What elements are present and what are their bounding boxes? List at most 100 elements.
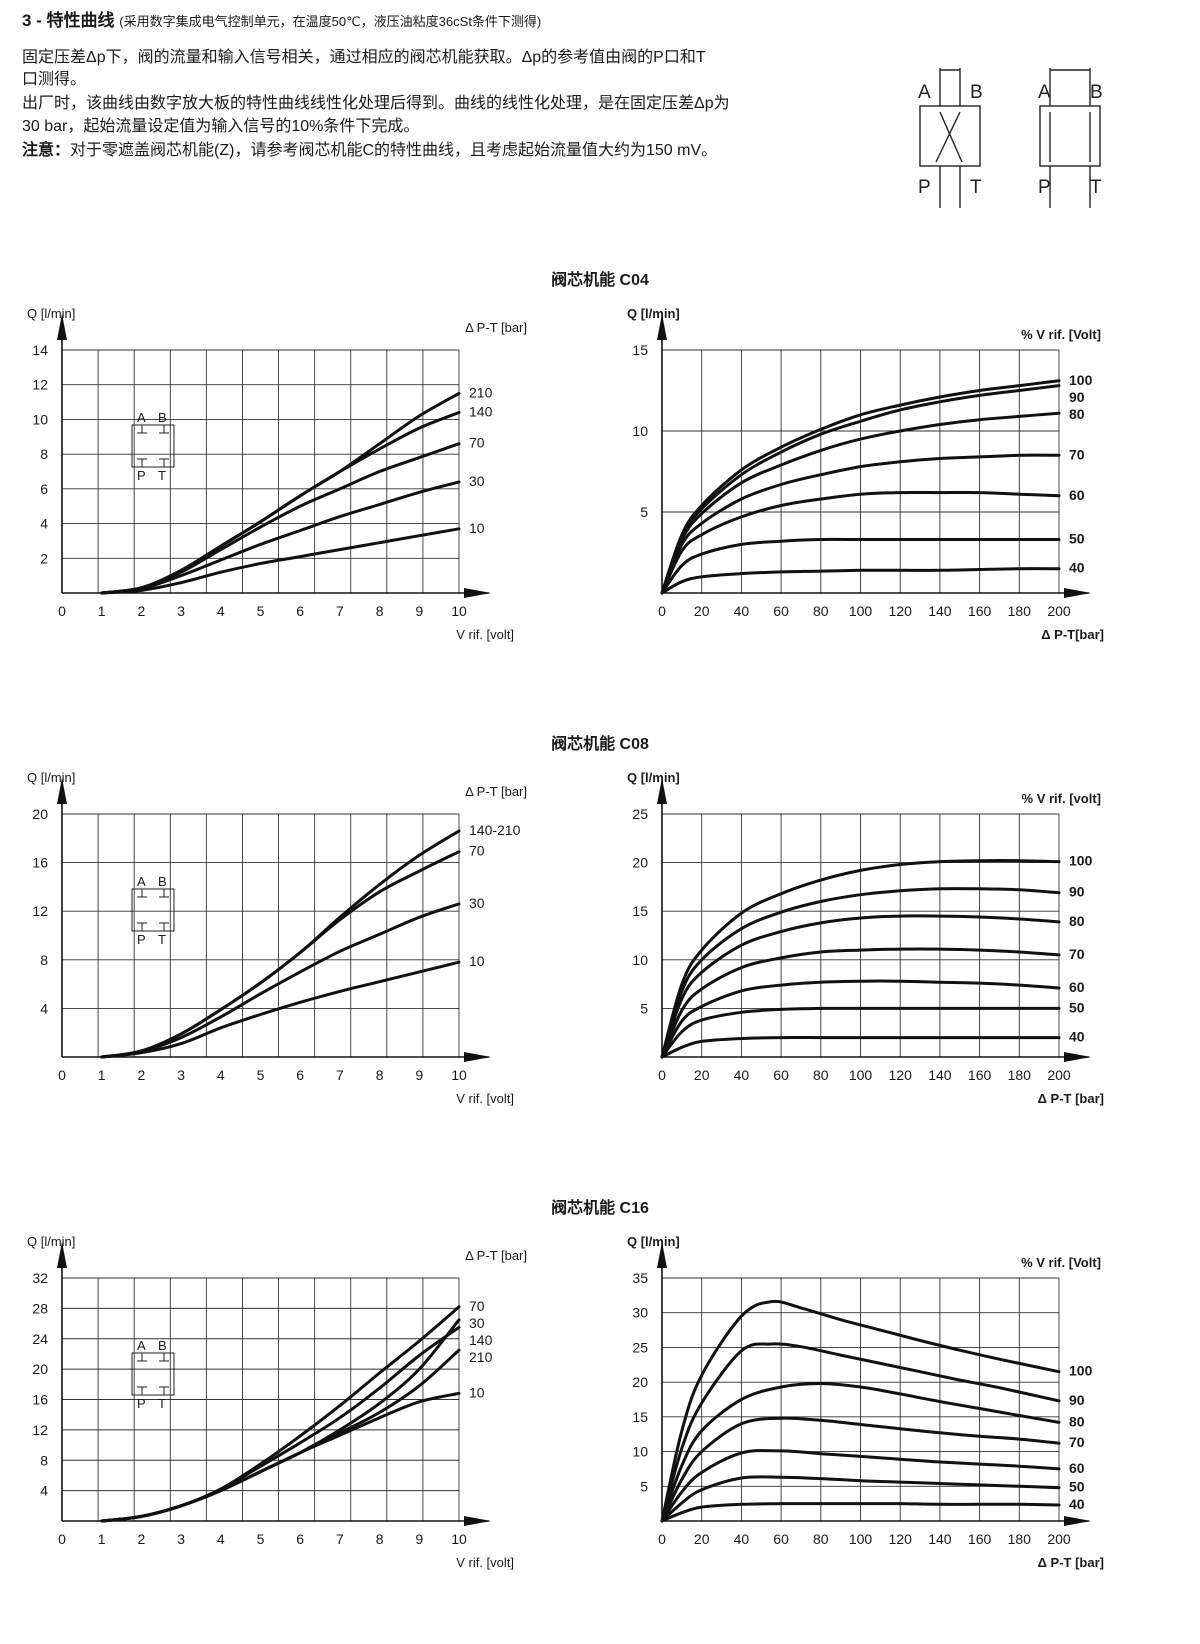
x-tick-label: 0 — [658, 1067, 666, 1083]
intro-line-5: 注意：对于零遮盖阀芯机能(Z)，请参考阀芯机能C的特性曲线，且考虑起始流量值大约… — [22, 140, 717, 162]
series-label: 90 — [1069, 884, 1085, 900]
legend-title: % V rif. [Volt] — [1021, 1255, 1101, 1270]
valve-symbols: A B P T A B P T — [918, 68, 1103, 208]
symbol-label-p: P — [137, 1396, 146, 1411]
y-axis-label: Q [l/min] — [627, 306, 680, 321]
series-label: 10 — [469, 520, 485, 536]
y-tick-label: 20 — [32, 806, 48, 822]
y-tick-label: 8 — [40, 952, 48, 968]
series-line — [660, 1006, 1061, 1059]
y-tick-label: 30 — [632, 1305, 648, 1321]
series-line — [660, 453, 1061, 595]
series-label: 70 — [469, 843, 485, 859]
symbol-box — [131, 1352, 175, 1396]
note-text: 对于零遮盖阀芯机能(Z)，请参考阀芯机能C的特性曲线，且考虑起始流量值大约为15… — [70, 142, 718, 159]
series-line — [660, 1381, 1061, 1523]
x-axis-arrow — [464, 1052, 491, 1062]
x-tick-label: 0 — [58, 1531, 66, 1547]
series-label: 50 — [1069, 999, 1085, 1015]
y-axis-label: Q [l/min] — [27, 770, 75, 785]
series-line — [100, 527, 461, 595]
port-label-p: P — [918, 177, 931, 198]
series-line — [660, 1475, 1061, 1523]
series-line — [660, 914, 1061, 1059]
series-line — [660, 1342, 1061, 1523]
series-label: 90 — [1069, 389, 1085, 405]
series-line — [100, 480, 461, 595]
x-tick-label: 140 — [928, 1531, 952, 1547]
chart-grid — [662, 349, 1060, 593]
chart-grid — [62, 1277, 460, 1521]
series-line — [660, 1416, 1061, 1523]
series-label: 80 — [1069, 406, 1085, 422]
y-axis-arrow — [657, 314, 667, 340]
series-label: 10 — [469, 953, 485, 969]
series-line — [660, 979, 1061, 1059]
valve-symbol-parallel — [1039, 68, 1101, 208]
x-tick-label: 4 — [217, 1531, 225, 1547]
series-label: 50 — [1069, 1479, 1085, 1495]
y-axis-label: Q [l/min] — [27, 306, 75, 321]
chart-c08-flow-vs-pressure: 5 10 15 20 25 0 20 40 60 80 100 120 140 160 180 200 Q [l… — [627, 770, 1104, 1106]
x-axis-label: V rif. [volt] — [456, 1091, 514, 1106]
y-tick-label: 20 — [632, 855, 648, 871]
y-tick-label: 5 — [640, 1478, 648, 1494]
x-tick-label: 60 — [773, 603, 789, 619]
y-axis-label: Q [l/min] — [27, 1234, 75, 1249]
port-label-p: P — [1038, 177, 1051, 198]
series-line — [660, 1299, 1061, 1523]
port-label-b: B — [970, 82, 983, 103]
chart-grid — [62, 813, 460, 1057]
x-tick-label: 6 — [296, 1531, 304, 1547]
port-label-a: A — [918, 82, 931, 103]
series-label: 210 — [469, 1349, 493, 1365]
x-tick-label: 4 — [217, 603, 225, 619]
x-tick-label: 9 — [415, 603, 423, 619]
y-tick-label: 35 — [632, 1270, 648, 1286]
y-tick-label: 8 — [40, 446, 48, 462]
x-axis-arrow — [464, 588, 491, 598]
x-tick-label: 8 — [376, 1531, 384, 1547]
intro-line-2: 口测得。 — [22, 71, 87, 88]
section-heading: 3 - 特性曲线 (采用数字集成电气控制单元，在温度50℃，液压油粘度36cSt… — [22, 6, 541, 31]
intro-line-1: 固定压差Δp下，阀的流量和输入信号相关，通过相应的阀芯机能获取。Δp的参考值由阀… — [22, 49, 706, 66]
y-tick-label: 8 — [40, 1452, 48, 1468]
y-tick-label: 12 — [32, 1422, 48, 1438]
symbol-label-a: A — [137, 1338, 146, 1353]
x-tick-label: 6 — [296, 1067, 304, 1083]
series-label: 30 — [469, 473, 485, 489]
series-label: 60 — [1069, 979, 1085, 995]
x-tick-label: 0 — [658, 1531, 666, 1547]
y-tick-label: 5 — [640, 504, 648, 520]
x-tick-label: 20 — [694, 1067, 710, 1083]
x-tick-label: 20 — [694, 603, 710, 619]
series-line — [660, 1036, 1061, 1059]
symbol-label-b: B — [158, 410, 167, 425]
series-label: 210 — [469, 384, 493, 400]
note-label: 注意： — [22, 142, 71, 159]
chart-title-c16: 阀芯机能 C16 — [551, 1200, 649, 1217]
symbol-label-p: P — [137, 468, 146, 483]
series-line — [660, 411, 1061, 595]
series-label: 70 — [469, 435, 485, 451]
x-tick-label: 40 — [734, 1531, 750, 1547]
valve-symbol-closed-center: A B P T — [131, 874, 175, 947]
y-tick-label: 15 — [632, 903, 648, 919]
x-axis-arrow — [1064, 1516, 1091, 1526]
x-tick-label: 200 — [1047, 1531, 1071, 1547]
series-line — [660, 859, 1061, 1059]
x-tick-label: 8 — [376, 603, 384, 619]
port-label-t: T — [970, 177, 982, 198]
y-axis-label: Q [l/min] — [627, 770, 680, 785]
series-label: 30 — [469, 1315, 485, 1331]
x-tick-label: 5 — [257, 1531, 265, 1547]
x-axis-arrow — [464, 1516, 491, 1526]
x-tick-label: 9 — [415, 1531, 423, 1547]
x-tick-label: 10 — [451, 1531, 467, 1547]
x-axis-label: Δ P-T[bar] — [1041, 627, 1104, 642]
series-label: 40 — [1069, 1496, 1085, 1512]
legend-title: Δ P-T [bar] — [465, 784, 527, 799]
series-line — [660, 947, 1061, 1059]
